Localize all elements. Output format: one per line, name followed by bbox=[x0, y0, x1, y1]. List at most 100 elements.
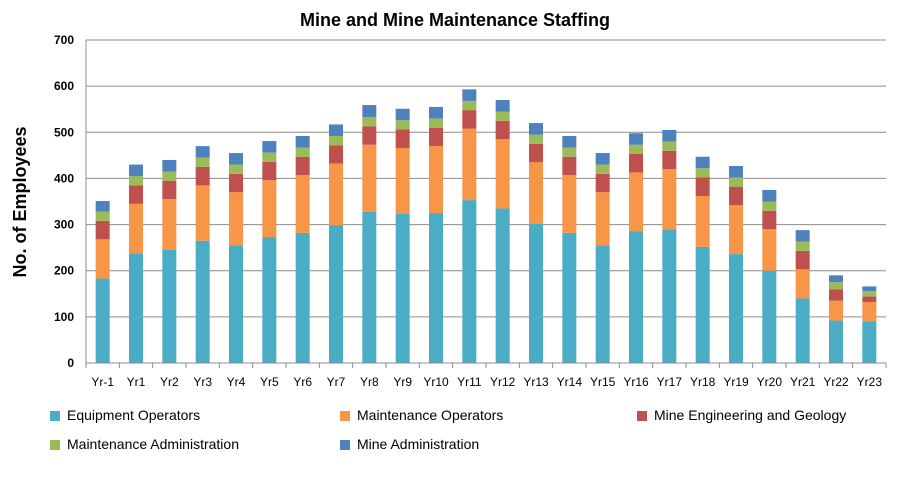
y-tick-label: 500 bbox=[54, 125, 74, 139]
legend-label: Maintenance Administration bbox=[67, 436, 239, 452]
x-tick-label: Yr9 bbox=[393, 375, 412, 389]
bar-segment-maintenance-operators bbox=[195, 185, 210, 241]
bar-segment-maintenance-operators bbox=[595, 192, 610, 246]
legend-label: Equipment Operators bbox=[67, 407, 200, 423]
bar-segment-maintenance-operators bbox=[762, 229, 777, 271]
bar-segment-maintenance-operators bbox=[562, 175, 577, 233]
x-axis-ticks: Yr-1 Yr1 Yr2 Yr3 Yr4 Yr5 Yr6 Yr7 Yr8 Yr9 Yr10 Yr11 Y… bbox=[91, 375, 882, 389]
y-tick-label: 100 bbox=[54, 310, 74, 324]
bar-segment-maintenance-operators bbox=[862, 302, 877, 322]
x-tick-label: Yr17 bbox=[657, 375, 683, 389]
bar-segment-maintenance-operators bbox=[529, 162, 543, 224]
bar-segment-mine-administration bbox=[362, 105, 377, 118]
bar-segment-equipment-operators bbox=[262, 237, 277, 363]
x-tick-label: Yr22 bbox=[823, 375, 849, 389]
bar-segment-mine-engineering-and-geology bbox=[595, 173, 610, 193]
bar-segment-mine-engineering-and-geology bbox=[795, 250, 810, 270]
bar-segment-maintenance-operators bbox=[129, 203, 143, 254]
bar-segment-maintenance-operators bbox=[629, 172, 643, 232]
bar-segment-equipment-operators bbox=[595, 245, 610, 363]
bar-segment-mine-administration bbox=[195, 146, 210, 158]
x-tick-label: Yr12 bbox=[490, 375, 516, 389]
chart-title: Mine and Mine Maintenance Staffing bbox=[300, 10, 610, 30]
bar-segment-mine-administration bbox=[662, 129, 677, 142]
bar-segment-mine-engineering-and-geology bbox=[395, 129, 410, 148]
bar-segment-maintenance-administration bbox=[729, 177, 743, 187]
bar-segment-equipment-operators bbox=[395, 213, 410, 363]
bar-segment-mine-administration bbox=[395, 108, 410, 121]
bar-segment-maintenance-administration bbox=[462, 100, 477, 111]
bar-segment-maintenance-administration bbox=[795, 241, 810, 251]
bar-segment-equipment-operators bbox=[329, 225, 343, 363]
x-tick-label: Yr13 bbox=[523, 375, 549, 389]
legend-label: Maintenance Operators bbox=[357, 407, 503, 423]
bar-segment-mine-administration bbox=[262, 141, 277, 153]
x-tick-label: Yr16 bbox=[623, 375, 649, 389]
y-tick-label: 600 bbox=[54, 79, 74, 93]
y-tick-label: 300 bbox=[54, 218, 74, 232]
bar-segment-equipment-operators bbox=[162, 249, 177, 363]
bar-segment-mine-administration bbox=[695, 156, 710, 169]
legend-swatch bbox=[50, 440, 60, 450]
bar-segment-mine-administration bbox=[595, 153, 610, 165]
bar-segment-maintenance-administration bbox=[762, 201, 777, 211]
x-tick-label: Yr2 bbox=[160, 375, 179, 389]
bar-segment-mine-administration bbox=[862, 286, 877, 292]
legend-swatch bbox=[50, 411, 60, 421]
x-tick-label: Yr3 bbox=[193, 375, 212, 389]
bar-segment-maintenance-operators bbox=[262, 180, 277, 238]
bar-segment-mine-engineering-and-geology bbox=[362, 126, 377, 145]
bar-segment-maintenance-administration bbox=[162, 171, 177, 181]
x-tick-label: Yr18 bbox=[690, 375, 716, 389]
y-tick-label: 0 bbox=[67, 356, 74, 370]
bar-segment-maintenance-operators bbox=[829, 300, 843, 321]
bar-segment-maintenance-operators bbox=[429, 146, 443, 214]
bar-segment-mine-engineering-and-geology bbox=[295, 156, 310, 176]
x-tick-label: Yr10 bbox=[423, 375, 449, 389]
legend-swatch bbox=[340, 440, 350, 450]
bar-segment-maintenance-administration bbox=[329, 135, 343, 146]
bar-segment-maintenance-administration bbox=[429, 118, 443, 128]
y-axis-ticks: 0 100 200 300 400 500 600 700 bbox=[54, 33, 74, 370]
bars bbox=[95, 89, 877, 363]
bar-segment-maintenance-operators bbox=[362, 144, 377, 212]
bar-segment-equipment-operators bbox=[562, 232, 577, 363]
bar-segment-mine-administration bbox=[162, 159, 177, 172]
x-tick-label: Yr21 bbox=[790, 375, 816, 389]
bar-segment-mine-engineering-and-geology bbox=[195, 166, 210, 186]
bar-segment-equipment-operators bbox=[495, 208, 510, 363]
bar-segment-maintenance-administration bbox=[695, 168, 710, 178]
y-axis-label: No. of Employees bbox=[10, 126, 30, 277]
bar-segment-mine-engineering-and-geology bbox=[629, 153, 643, 173]
legend-label: Mine Administration bbox=[357, 436, 479, 452]
x-tick-label: Yr15 bbox=[590, 375, 616, 389]
bar-segment-maintenance-administration bbox=[295, 147, 310, 157]
bar-segment-maintenance-operators bbox=[695, 195, 710, 247]
bar-segment-mine-administration bbox=[729, 165, 743, 178]
x-tick-label: Yr8 bbox=[360, 375, 379, 389]
bar-segment-maintenance-administration bbox=[95, 211, 110, 221]
bar-segment-maintenance-administration bbox=[862, 291, 877, 297]
bar-segment-equipment-operators bbox=[862, 321, 877, 363]
bar-segment-maintenance-operators bbox=[662, 169, 677, 230]
bar-segment-maintenance-operators bbox=[295, 175, 310, 233]
bar-segment-mine-engineering-and-geology bbox=[462, 110, 477, 129]
bar-segment-maintenance-administration bbox=[829, 282, 843, 290]
bar-segment-mine-engineering-and-geology bbox=[129, 185, 143, 204]
bar-segment-mine-administration bbox=[829, 275, 843, 283]
bar-segment-mine-engineering-and-geology bbox=[662, 150, 677, 170]
x-tick-label: Yr14 bbox=[557, 375, 583, 389]
bar-segment-mine-administration bbox=[229, 153, 243, 165]
bar-segment-equipment-operators bbox=[129, 253, 143, 363]
bar-segment-maintenance-operators bbox=[329, 163, 343, 226]
bar-segment-equipment-operators bbox=[529, 223, 543, 363]
bar-segment-mine-engineering-and-geology bbox=[695, 177, 710, 196]
x-tick-label: Yr20 bbox=[757, 375, 783, 389]
bar-segment-mine-administration bbox=[429, 106, 443, 119]
legend-swatch bbox=[637, 411, 647, 421]
bar-segment-equipment-operators bbox=[829, 320, 843, 363]
legend-label: Mine Engineering and Geology bbox=[654, 407, 846, 423]
bar-segment-equipment-operators bbox=[229, 245, 243, 363]
bar-segment-equipment-operators bbox=[295, 232, 310, 363]
x-axis bbox=[85, 40, 887, 368]
